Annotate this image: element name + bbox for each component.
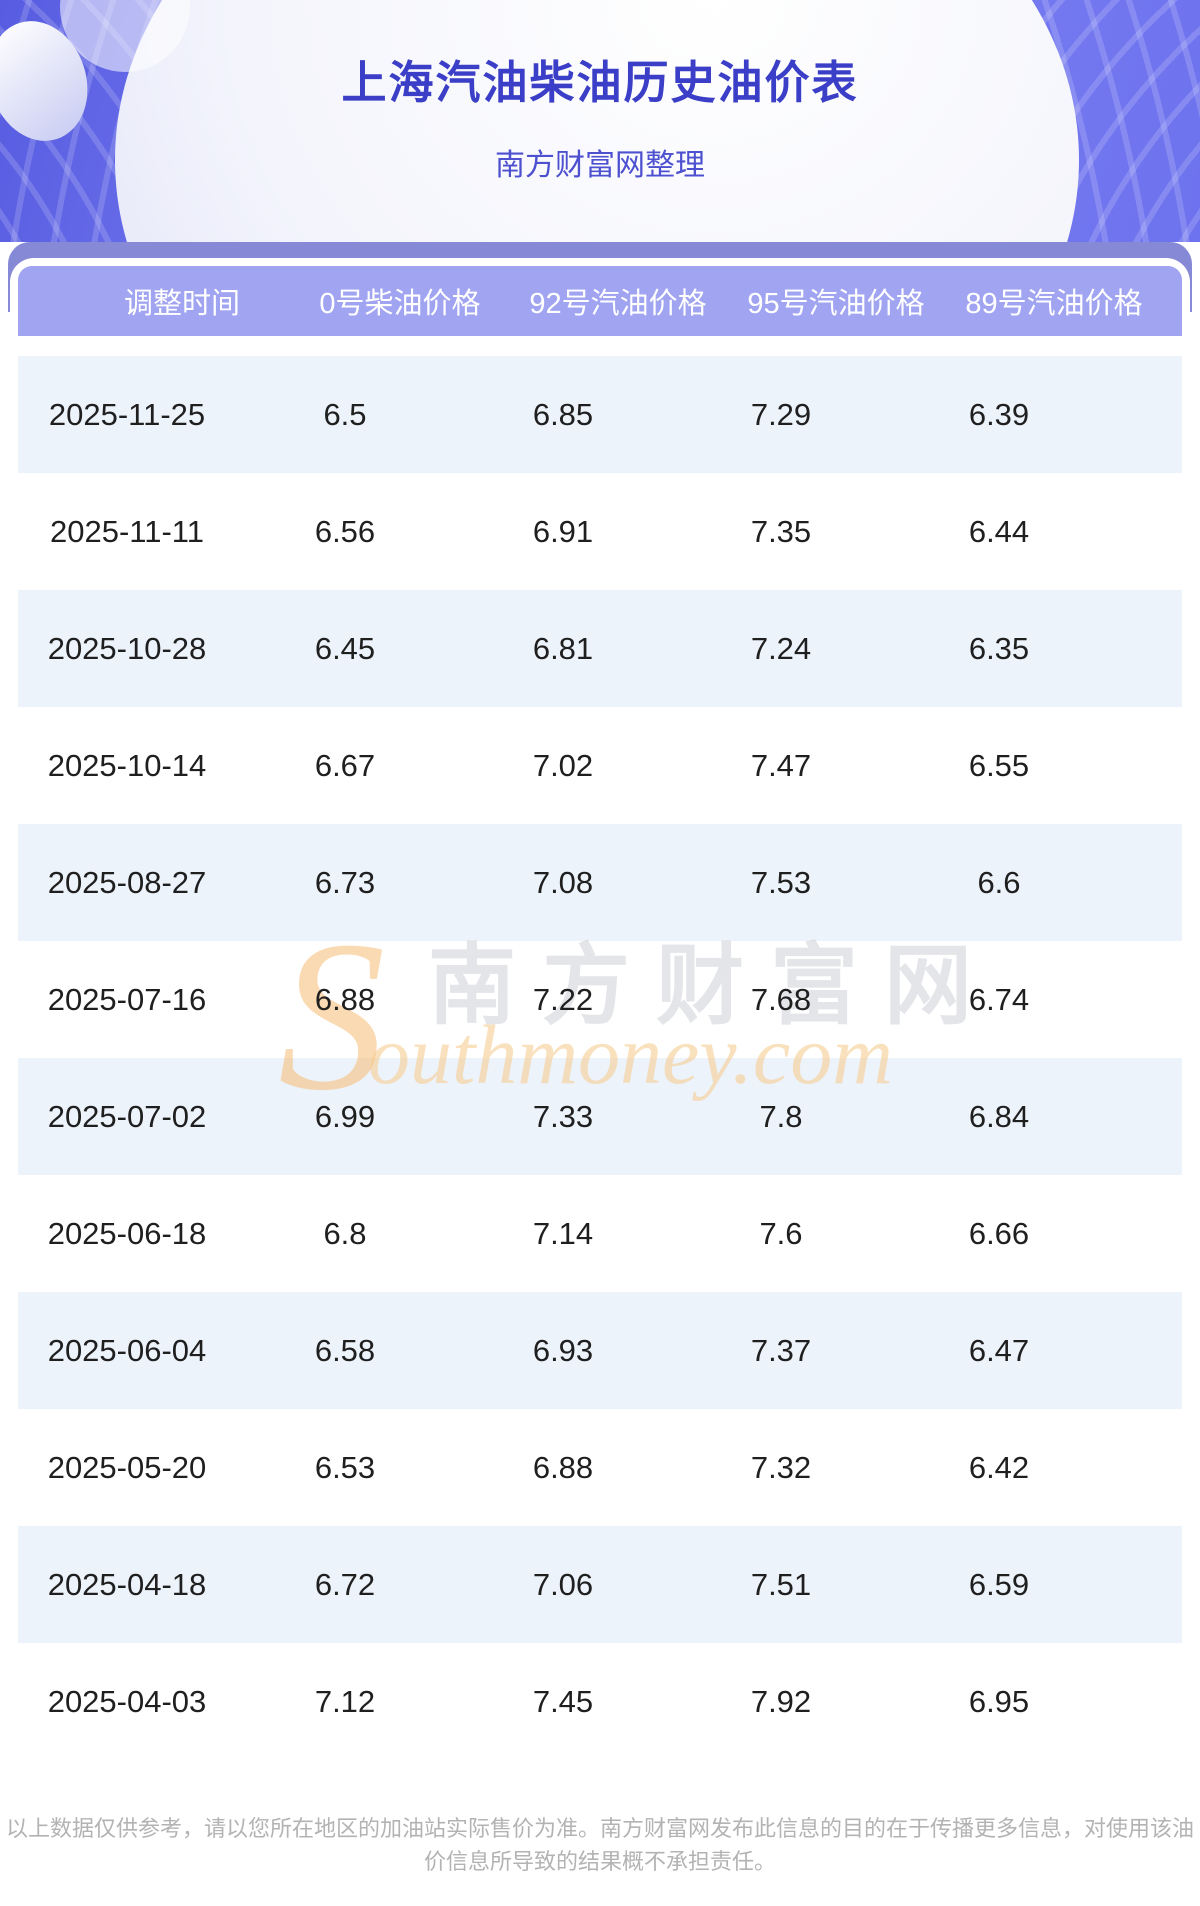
table-cell: 7.6 xyxy=(759,1215,803,1251)
table-cell: 2025-04-18 xyxy=(47,1566,207,1602)
column-header: 调整时间 xyxy=(123,288,240,320)
table-cell: 7.06 xyxy=(532,1566,594,1602)
table-cell: 6.95 xyxy=(968,1683,1030,1719)
table-cell: 2025-04-03 xyxy=(47,1683,207,1719)
column-header: 92号汽油价格 xyxy=(529,288,707,320)
table-row: 2025-08-27 6.73 7.08 7.53 6.6 xyxy=(18,824,1182,941)
column-header: 89号汽油价格 xyxy=(965,288,1143,320)
table-cell: 2025-06-04 xyxy=(47,1332,207,1368)
table-cell: 6.72 xyxy=(314,1566,376,1602)
table-cell: 6.81 xyxy=(532,630,594,666)
table-cell: 7.32 xyxy=(750,1449,812,1485)
page-title: 上海汽油柴油历史油价表 xyxy=(341,57,859,108)
table-cell: 2025-05-20 xyxy=(47,1449,207,1485)
table-cell: 6.84 xyxy=(968,1098,1030,1134)
table-row: 2025-11-11 6.56 6.91 7.35 6.44 xyxy=(18,473,1182,590)
table-cell: 6.73 xyxy=(314,864,376,900)
table-cell: 2025-07-16 xyxy=(47,981,207,1017)
table-cell: 6.6 xyxy=(977,864,1021,900)
table-cell: 2025-07-02 xyxy=(47,1098,207,1134)
table-cell: 2025-10-28 xyxy=(47,630,207,666)
table-cell: 6.59 xyxy=(968,1566,1030,1602)
table-cell: 7.53 xyxy=(750,864,812,900)
table-cell: 7.24 xyxy=(750,630,812,666)
table-cell: 6.42 xyxy=(968,1449,1030,1485)
table-row: 2025-10-14 6.67 7.02 7.47 6.55 xyxy=(18,707,1182,824)
table-cell: 6.99 xyxy=(314,1098,376,1134)
table-row: 2025-07-16 6.88 7.22 7.68 6.74 xyxy=(18,941,1182,1058)
table-cell: 2025-11-11 xyxy=(50,513,204,549)
table-cell: 7.8 xyxy=(759,1098,803,1134)
table-cell: 6.88 xyxy=(314,981,376,1017)
table-cell: 6.39 xyxy=(968,396,1030,432)
table-cell: 7.92 xyxy=(750,1683,812,1719)
table-cell: 7.02 xyxy=(532,747,594,783)
table-cell: 7.08 xyxy=(532,864,594,900)
price-table-card: 调整时间 0号柴油价格 92号汽油价格 95号汽油价格 89号汽油价格 2025-11-… xyxy=(10,258,1190,1762)
table-cell: 2025-08-27 xyxy=(47,864,207,900)
table-cell: 6.88 xyxy=(532,1449,594,1485)
banner-center-ellipse xyxy=(115,0,1079,242)
disclaimer-text: 以上数据仅供参考，请以您所在地区的加油站实际售价为准。南方财富网发布此信息的目的… xyxy=(5,1816,1194,1874)
table-cell: 7.68 xyxy=(750,981,812,1017)
table-row: 2025-06-04 6.58 6.93 7.37 6.47 xyxy=(18,1292,1182,1409)
table-cell: 6.8 xyxy=(323,1215,367,1251)
table-cell: 7.37 xyxy=(750,1332,812,1368)
table-cell: 6.56 xyxy=(314,513,376,549)
table-header-row: 调整时间 0号柴油价格 92号汽油价格 95号汽油价格 89号汽油价格 xyxy=(18,266,1182,336)
table-cell: 7.22 xyxy=(532,981,594,1017)
table-row: 2025-06-18 6.8 7.14 7.6 6.66 xyxy=(18,1175,1182,1292)
table-cell: 7.29 xyxy=(750,396,812,432)
table-cell: 2025-11-25 xyxy=(48,396,206,432)
table-row: 2025-04-18 6.72 7.06 7.51 6.59 xyxy=(18,1526,1182,1643)
table-cell: 7.12 xyxy=(314,1683,376,1719)
table-cell: 7.14 xyxy=(532,1215,594,1251)
table-cell: 6.91 xyxy=(532,513,594,549)
table-cell: 6.93 xyxy=(532,1332,594,1368)
table-cell: 6.47 xyxy=(968,1332,1030,1368)
table-cell: 6.5 xyxy=(323,396,367,432)
table-cell: 6.55 xyxy=(968,747,1030,783)
table-cell: 7.47 xyxy=(750,747,812,783)
table-cell: 6.67 xyxy=(314,747,376,783)
column-header: 0号柴油价格 xyxy=(319,288,481,320)
table-cell: 6.45 xyxy=(314,630,376,666)
column-header: 95号汽油价格 xyxy=(747,288,925,320)
table-row: 2025-10-28 6.45 6.81 7.24 6.35 xyxy=(18,590,1182,707)
table-cell: 7.33 xyxy=(532,1098,594,1134)
table-row: 2025-05-20 6.53 6.88 7.32 6.42 xyxy=(18,1409,1182,1526)
table-cell: 2025-10-14 xyxy=(47,747,207,783)
table-cell: 6.66 xyxy=(968,1215,1030,1251)
table-cell: 6.35 xyxy=(968,630,1030,666)
table-row: 2025-11-25 6.5 6.85 7.29 6.39 xyxy=(18,356,1182,473)
table-cell: 7.51 xyxy=(750,1566,812,1602)
table-row: 2025-07-02 6.99 7.33 7.8 6.84 xyxy=(18,1058,1182,1175)
table-cell: 2025-06-18 xyxy=(47,1215,207,1251)
banner: 上海汽油柴油历史油价表 南方财富网整理 xyxy=(0,0,1200,242)
table-row: 2025-04-03 7.12 7.45 7.92 6.95 xyxy=(18,1643,1182,1760)
table-cell: 7.45 xyxy=(532,1683,594,1719)
table-cell: 6.58 xyxy=(314,1332,376,1368)
table-cell: 7.35 xyxy=(750,513,812,549)
table-body: 2025-11-25 6.5 6.85 7.29 6.39 2025-11-11 6.56 6… xyxy=(18,356,1182,1760)
table-cell: 6.74 xyxy=(968,981,1030,1017)
page-subtitle: 南方财富网整理 xyxy=(495,149,705,182)
table-cell: 6.53 xyxy=(314,1449,376,1485)
table-cell: 6.85 xyxy=(532,396,594,432)
table-cell: 6.44 xyxy=(968,513,1030,549)
